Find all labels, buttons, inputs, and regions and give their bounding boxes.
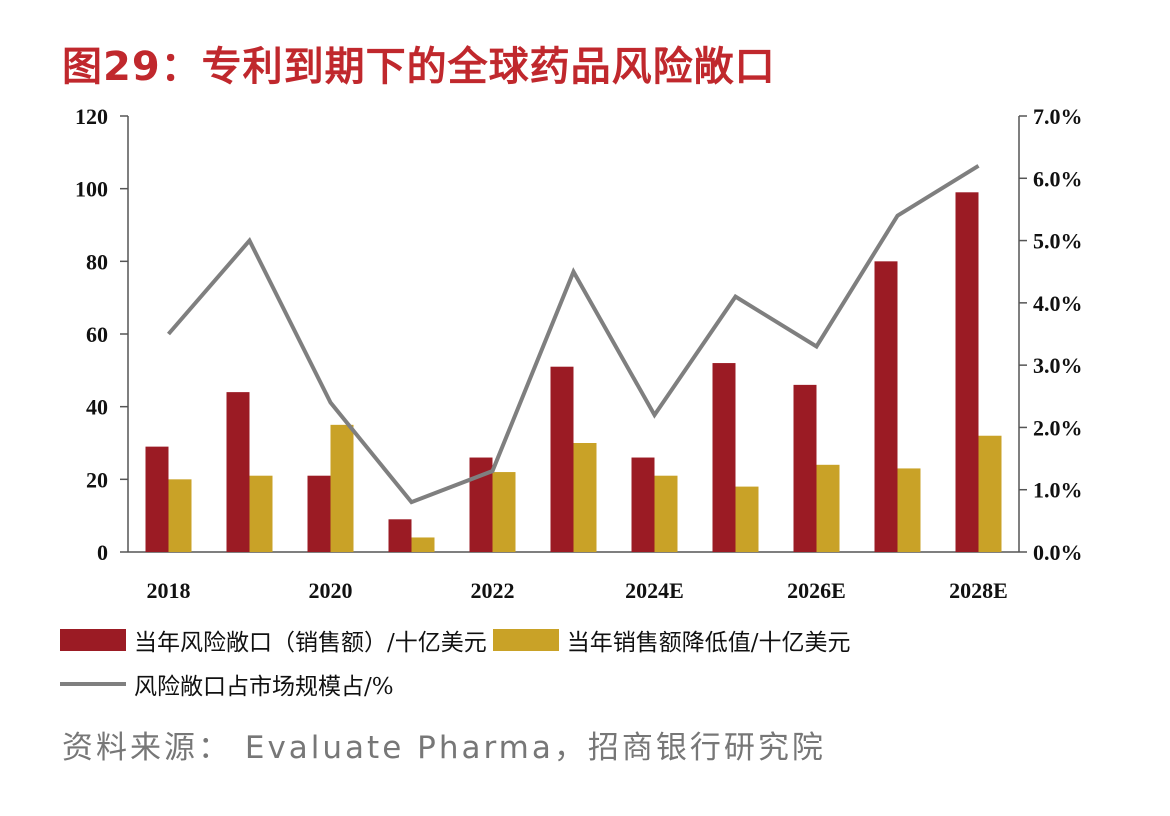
left-tick-label: 40 bbox=[86, 395, 108, 420]
bar-reduction bbox=[978, 435, 1002, 552]
bar-exposure bbox=[550, 366, 574, 552]
right-tick-label: 7.0% bbox=[1033, 104, 1083, 129]
left-tick-label: 0 bbox=[97, 540, 108, 565]
x-tick-label: 2018 bbox=[147, 578, 191, 603]
right-tick-label: 0.0% bbox=[1033, 540, 1083, 565]
bar-exposure bbox=[469, 457, 493, 552]
bar-reduction bbox=[573, 443, 597, 552]
line-share bbox=[166, 164, 980, 505]
bar-reduction bbox=[249, 475, 273, 552]
chart-line-layer bbox=[166, 164, 980, 505]
bar-reduction bbox=[168, 479, 192, 552]
legend-item-exposure: 当年风险敞口（销售额）/十亿美元 bbox=[60, 623, 487, 657]
legend-item-reduction: 当年销售额降低值/十亿美元 bbox=[492, 623, 851, 657]
legend-swatch-reduction bbox=[492, 629, 559, 651]
right-tick-label: 4.0% bbox=[1033, 291, 1083, 316]
source-note: 资料来源： Evaluate Pharma，招商银行研究院 bbox=[62, 730, 826, 766]
x-tick-label: 2024E bbox=[625, 578, 684, 603]
bar-reduction bbox=[654, 475, 678, 552]
bar-exposure bbox=[955, 192, 979, 553]
legend-swatch-share bbox=[60, 682, 126, 686]
x-tick-label: 2028E bbox=[949, 578, 1008, 603]
x-tick-label: 2020 bbox=[309, 578, 353, 603]
bar-reduction bbox=[897, 468, 921, 552]
legend-label-exposure: 当年风险敞口（销售额）/十亿美元 bbox=[134, 630, 487, 656]
bar-reduction bbox=[492, 472, 516, 552]
bar-exposure bbox=[631, 457, 655, 552]
x-tick-label: 2026E bbox=[787, 578, 846, 603]
chart-bars bbox=[145, 192, 1002, 553]
chart-title: 图29：专利到期下的全球药品风险敞口 bbox=[62, 44, 776, 90]
left-tick-label: 100 bbox=[75, 177, 108, 202]
left-tick-label: 20 bbox=[86, 467, 108, 492]
combo-chart: 0 20 40 60 80 100 120 0.0% 1.0% 2.0% 3.0% 4.0% 5.0% 6… bbox=[75, 104, 1083, 603]
legend-swatch-exposure bbox=[60, 629, 126, 651]
chart-labels: 0 20 40 60 80 100 120 0.0% 1.0% 2.0% 3.0% 4.0% 5.0% 6… bbox=[75, 104, 1083, 603]
right-tick-label: 1.0% bbox=[1033, 478, 1083, 503]
x-tick-label: 2022 bbox=[471, 578, 515, 603]
legend-row-1: 当年风险敞口（销售额）/十亿美元 当年销售额降低值/十亿美元 bbox=[60, 618, 1120, 662]
legend-row-2: 风险敞口占市场规模占/% bbox=[60, 662, 1120, 706]
bar-exposure bbox=[388, 519, 412, 552]
legend-item-share: 风险敞口占市场规模占/% bbox=[60, 667, 394, 701]
left-tick-label: 60 bbox=[86, 322, 108, 347]
legend-label-share: 风险敞口占市场规模占/% bbox=[134, 674, 394, 700]
bar-reduction bbox=[330, 424, 354, 552]
chart-legend: 当年风险敞口（销售额）/十亿美元 当年销售额降低值/十亿美元 风险敞口占市场规模… bbox=[60, 618, 1120, 706]
bar-reduction bbox=[816, 464, 840, 552]
left-tick-label: 120 bbox=[75, 104, 108, 129]
right-tick-label: 6.0% bbox=[1033, 166, 1083, 191]
bar-reduction bbox=[411, 537, 435, 552]
right-tick-label: 3.0% bbox=[1033, 353, 1083, 378]
bar-exposure bbox=[712, 363, 736, 552]
right-tick-label: 5.0% bbox=[1033, 229, 1083, 254]
bar-exposure bbox=[145, 446, 169, 552]
bar-exposure bbox=[226, 392, 250, 552]
left-tick-label: 80 bbox=[86, 249, 108, 274]
right-tick-label: 2.0% bbox=[1033, 415, 1083, 440]
bar-exposure bbox=[793, 384, 817, 552]
bar-exposure bbox=[307, 475, 331, 552]
bar-exposure bbox=[874, 261, 898, 552]
bar-reduction bbox=[735, 486, 759, 552]
legend-label-reduction: 当年销售额降低值/十亿美元 bbox=[566, 630, 851, 656]
